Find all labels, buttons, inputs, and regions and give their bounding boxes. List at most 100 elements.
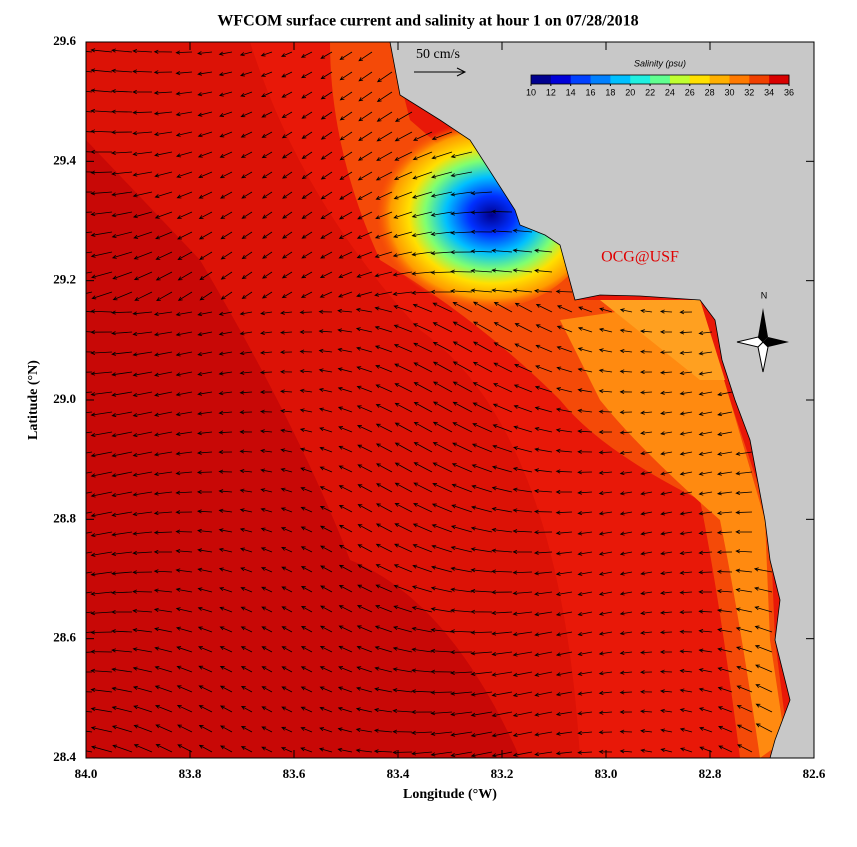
- current-vector: [754, 606, 773, 613]
- current-vector: [111, 89, 133, 94]
- current-vector: [197, 587, 213, 593]
- x-tick-label: 84.0: [75, 766, 98, 781]
- current-vector: [492, 444, 513, 453]
- current-vector: [320, 91, 333, 100]
- current-vector: [132, 431, 153, 438]
- current-vector: [198, 724, 213, 733]
- current-vector: [451, 483, 473, 493]
- current-vector: [299, 310, 313, 315]
- current-vector: [394, 383, 413, 393]
- current-vector: [301, 131, 313, 139]
- current-vector: [175, 587, 193, 593]
- current-vector: [578, 306, 593, 313]
- current-vector: [430, 669, 453, 674]
- current-vector: [619, 650, 633, 656]
- current-vector: [220, 211, 233, 219]
- current-vector: [412, 544, 433, 553]
- colorbar-label: Salinity (psu): [634, 58, 686, 68]
- current-vector: [577, 571, 593, 576]
- current-vector: [219, 606, 233, 613]
- current-vector: [301, 171, 313, 180]
- current-vector: [392, 626, 413, 633]
- current-vector: [90, 129, 113, 134]
- current-vector: [176, 191, 193, 199]
- current-vector: [392, 646, 413, 653]
- current-vector: [411, 710, 433, 715]
- current-vector: [86, 331, 93, 333]
- current-vector: [86, 211, 93, 213]
- current-vector: [679, 747, 693, 753]
- current-vector: [261, 191, 273, 199]
- current-vector: [698, 511, 713, 516]
- current-vector: [577, 367, 593, 373]
- current-vector: [90, 551, 113, 557]
- current-vector: [450, 545, 473, 553]
- current-vector: [337, 328, 353, 333]
- current-vector: [373, 728, 393, 733]
- current-vector: [472, 402, 493, 413]
- current-vector: [472, 382, 493, 393]
- current-vector: [534, 611, 553, 617]
- current-vector: [412, 171, 433, 180]
- current-vector: [319, 486, 333, 493]
- current-vector: [393, 191, 413, 200]
- current-vector: [320, 111, 333, 120]
- current-vector: [219, 111, 233, 117]
- current-vector: [375, 364, 393, 373]
- current-vector: [450, 289, 473, 294]
- current-vector: [319, 506, 333, 513]
- current-vector: [320, 131, 333, 140]
- current-vector: [338, 666, 353, 673]
- current-vector: [555, 489, 573, 495]
- current-vector: [175, 70, 193, 76]
- current-vector: [555, 428, 573, 433]
- current-vector: [86, 471, 93, 474]
- current-vector: [86, 351, 93, 353]
- current-vector: [132, 471, 153, 477]
- current-vector: [619, 450, 633, 455]
- current-vector: [470, 609, 493, 614]
- x-axis-label: Longitude (°W): [403, 787, 497, 802]
- current-vector: [318, 387, 333, 393]
- compass: [736, 308, 789, 373]
- current-vector: [153, 569, 173, 574]
- current-vector: [356, 686, 373, 693]
- current-vector: [175, 451, 193, 456]
- current-vector: [358, 111, 373, 122]
- current-vector: [491, 731, 513, 738]
- current-vector: [716, 510, 733, 516]
- current-vector: [320, 211, 333, 220]
- current-vector: [534, 426, 553, 433]
- current-vector: [413, 421, 433, 433]
- current-vector: [86, 431, 93, 434]
- current-vector: [197, 151, 213, 158]
- current-vector: [577, 730, 593, 736]
- current-vector: [432, 302, 453, 313]
- current-vector: [301, 605, 313, 613]
- current-vector: [111, 331, 133, 336]
- current-vector: [356, 251, 373, 259]
- current-vector: [357, 211, 373, 220]
- current-vector: [154, 627, 173, 633]
- current-vector: [394, 523, 413, 533]
- current-vector: [619, 591, 633, 596]
- current-vector: [338, 544, 353, 553]
- current-vector: [338, 271, 353, 278]
- current-vector: [577, 449, 593, 454]
- current-vector: [261, 111, 273, 118]
- current-vector: [660, 390, 673, 395]
- current-vector: [640, 531, 653, 536]
- current-vector: [472, 361, 493, 373]
- current-vector: [534, 248, 553, 253]
- current-vector: [556, 346, 573, 353]
- current-vector: [394, 363, 413, 373]
- current-vector: [338, 505, 353, 513]
- current-vector: [132, 491, 153, 497]
- current-vector: [175, 351, 193, 357]
- current-vector: [300, 747, 313, 753]
- current-vector: [450, 191, 473, 197]
- current-vector: [86, 51, 93, 53]
- current-vector: [411, 626, 433, 633]
- current-vector: [239, 469, 253, 474]
